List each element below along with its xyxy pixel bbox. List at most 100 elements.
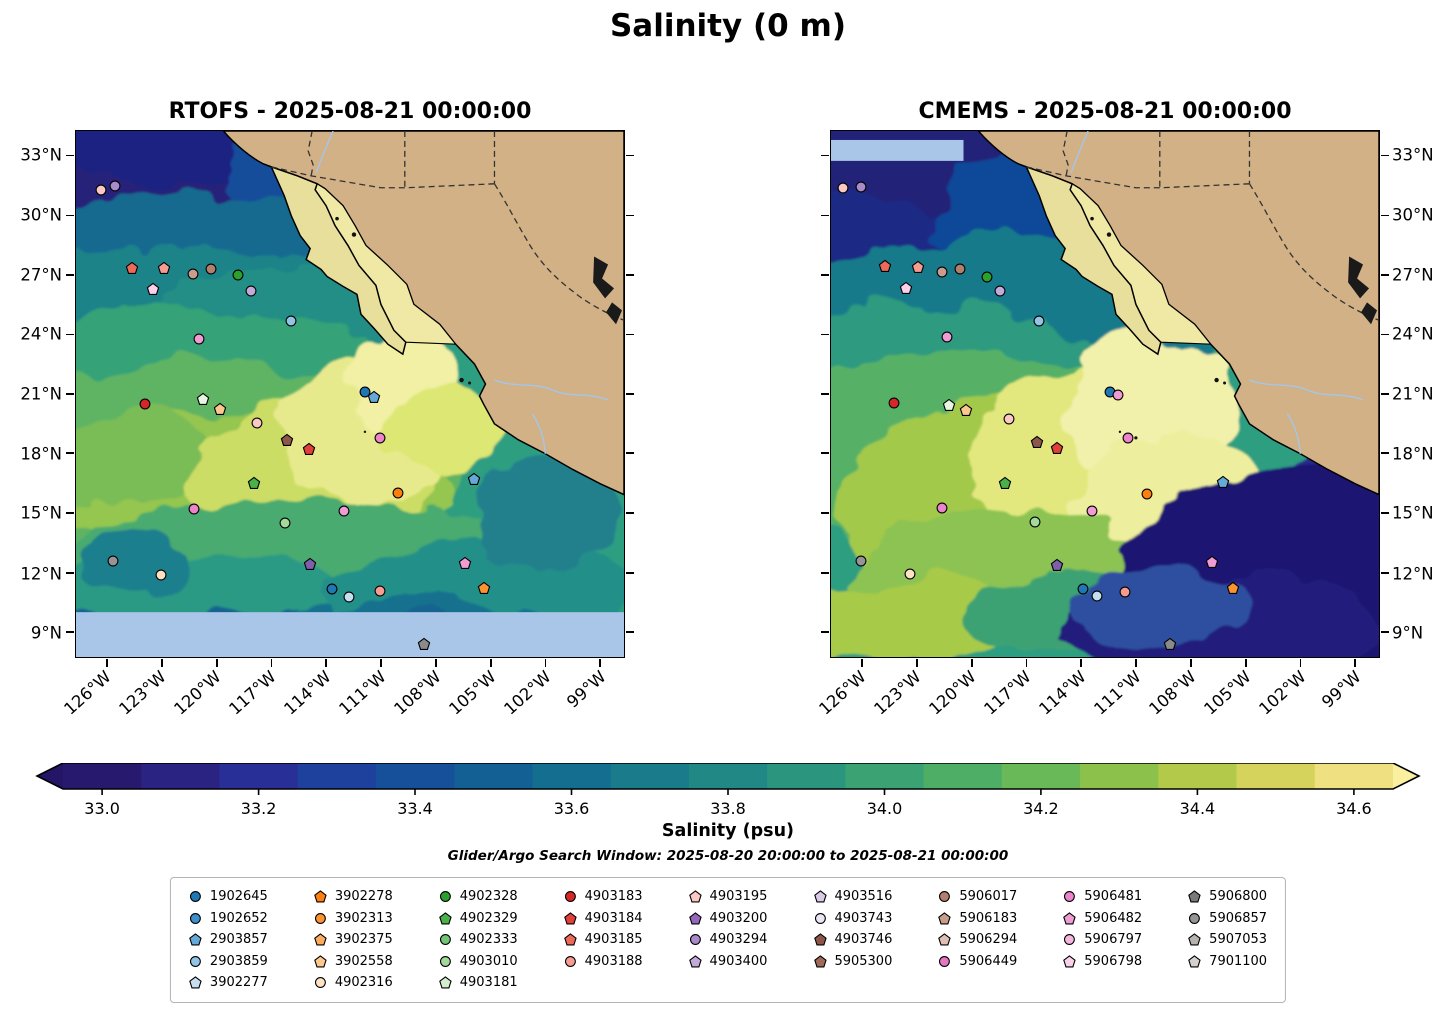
legend-column: 4903516 4903743 4903746 5905300 xyxy=(813,886,892,994)
legend-float-id: 4902328 xyxy=(459,889,518,905)
legend-float-id: 5906017 xyxy=(959,889,1018,905)
argo-float-marker xyxy=(1217,475,1230,488)
rtofs-panel-title: RTOFS - 2025-08-21 00:00:00 xyxy=(168,99,532,124)
legend-item: 5905300 xyxy=(813,951,892,973)
argo-float-marker xyxy=(1090,589,1103,602)
axis-tick xyxy=(626,333,634,336)
float-marker-icon xyxy=(813,890,827,903)
axis-tick xyxy=(626,511,634,514)
float-marker-icon xyxy=(314,954,327,968)
argo-float-marker xyxy=(837,181,850,194)
argo-float-marker xyxy=(1226,581,1239,595)
legend-column: 5906017 5906183 5906294 5906449 xyxy=(938,886,1017,994)
legend-float-id: 3902277 xyxy=(209,975,268,991)
axis-tick xyxy=(66,274,74,276)
lat-tick-label: 24°N xyxy=(20,324,62,344)
argo-float-marker xyxy=(279,517,292,530)
argo-float-marker xyxy=(935,501,948,514)
argo-float-marker xyxy=(1118,586,1131,599)
legend-float-id: 4903400 xyxy=(709,953,768,969)
axis-tick xyxy=(1381,333,1389,336)
legend-column: 5906481 5906482 5906797 5906798 xyxy=(1063,886,1142,994)
argo-float-marker xyxy=(417,637,431,650)
axis-tick xyxy=(1381,393,1389,395)
legend-float-id: 5906183 xyxy=(959,910,1018,926)
legend-column: 4903195 4903200 4903294 4903400 xyxy=(688,886,768,994)
legend-float-id: 5906798 xyxy=(1084,953,1143,969)
float-marker-icon xyxy=(564,891,576,903)
legend-column: 4902328 4902329 4902333 4903010 4903181 xyxy=(438,886,518,994)
argo-float-marker xyxy=(138,397,151,410)
legend-item: 4902328 xyxy=(439,886,518,908)
axis-tick xyxy=(970,659,973,667)
float-marker-icon xyxy=(314,933,327,946)
legend-float-id: 7901100 xyxy=(1209,953,1268,969)
float-marker-icon xyxy=(813,933,827,946)
argo-float-marker xyxy=(911,260,924,274)
float-marker-icon xyxy=(938,911,952,925)
axis-tick xyxy=(1354,659,1357,667)
argo-float-marker xyxy=(458,557,471,570)
legend-float-id: 5906294 xyxy=(959,932,1018,948)
legend-item: 4903200 xyxy=(688,908,767,930)
legend-column: 4903183 4903184 4903185 4903188 xyxy=(563,886,643,994)
axis-tick xyxy=(626,393,634,395)
legend-item: 4902329 xyxy=(438,908,518,930)
argo-float-marker xyxy=(232,268,245,281)
legend-float-id: 4902333 xyxy=(459,932,518,948)
lat-tick-label: 21°N xyxy=(1392,384,1434,404)
legend-float-id: 5906797 xyxy=(1084,932,1143,948)
float-marker-icon xyxy=(438,911,452,925)
axis-tick xyxy=(821,393,829,395)
argo-float-marker xyxy=(1085,504,1098,517)
axis-tick xyxy=(626,452,634,455)
legend-item: 3902375 xyxy=(314,929,393,951)
argo-float-marker xyxy=(157,261,170,275)
legend-item: 5906017 xyxy=(938,886,1017,908)
legend-column: 5906800 5906857 5907053 7901100 xyxy=(1188,886,1267,994)
argo-float-marker xyxy=(940,331,953,344)
float-marker-icon xyxy=(689,934,701,946)
lat-tick-label: 15°N xyxy=(1392,503,1434,523)
axis-tick xyxy=(599,659,602,667)
axis-tick xyxy=(66,214,74,217)
cmems-float-markers xyxy=(831,131,1379,657)
axis-tick xyxy=(544,659,547,667)
axis-tick xyxy=(626,214,634,217)
legend-item: 5906482 xyxy=(1063,908,1142,930)
legend-float-id: 3902375 xyxy=(334,932,393,948)
float-marker-icon xyxy=(813,954,827,968)
float-marker-icon xyxy=(1063,911,1077,925)
axis-tick xyxy=(1244,659,1247,667)
axis-tick xyxy=(66,511,74,514)
axis-tick xyxy=(626,571,634,574)
float-marker-icon xyxy=(314,890,327,903)
float-marker-icon xyxy=(814,912,826,924)
axis-tick xyxy=(66,631,74,633)
lat-tick-label: 12°N xyxy=(20,564,62,584)
colorbar-tick-label: 33.6 xyxy=(553,799,590,818)
argo-float-marker xyxy=(1051,559,1064,572)
lat-tick-label: 33°N xyxy=(1392,145,1434,165)
lat-tick-label: 18°N xyxy=(1392,444,1434,464)
argo-float-marker xyxy=(1163,637,1176,650)
argo-float-marker xyxy=(186,267,199,280)
lat-tick-label: 12°N xyxy=(1392,564,1434,584)
argo-float-marker xyxy=(942,398,956,412)
float-marker-icon xyxy=(688,890,702,903)
legend-float-id: 5906449 xyxy=(959,953,1018,969)
colorbar-tick-label: 33.0 xyxy=(84,799,120,818)
legend-item: 5907053 xyxy=(1188,929,1267,951)
argo-float-marker xyxy=(108,179,121,192)
colorbar-tick-label: 33.2 xyxy=(240,799,277,818)
argo-float-marker xyxy=(477,581,490,595)
legend-float-id: 4903743 xyxy=(834,910,893,926)
axis-tick xyxy=(1381,631,1389,633)
axis-tick xyxy=(1381,154,1389,157)
argo-float-marker xyxy=(146,283,159,296)
float-marker-icon xyxy=(1064,891,1076,903)
legend-item: 5906800 xyxy=(1188,886,1267,908)
lat-tick-label: 30°N xyxy=(1392,205,1434,225)
argo-float-marker xyxy=(1003,412,1016,425)
axis-tick xyxy=(626,274,634,276)
